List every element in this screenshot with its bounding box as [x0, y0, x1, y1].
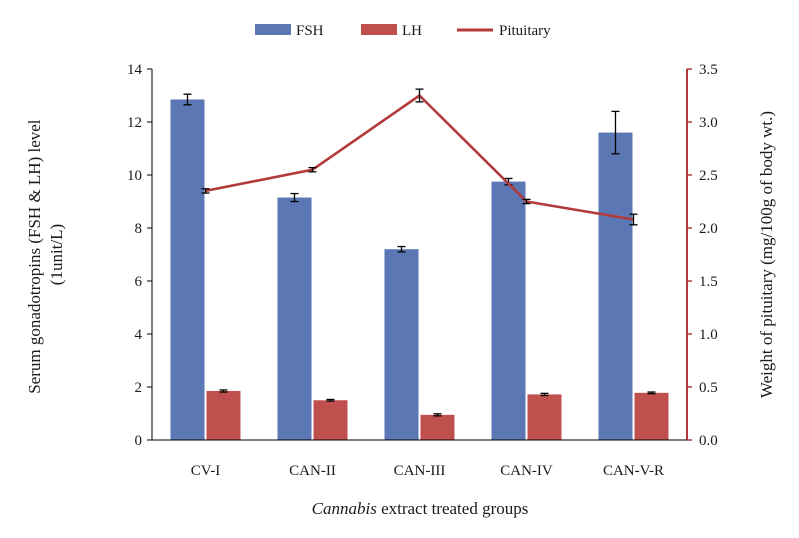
bar-fsh-can-ii — [277, 197, 312, 440]
y2-axis-title: Weight of pituitary (mg/100g of body wt.… — [757, 111, 776, 398]
legend-label-fsh: FSH — [296, 23, 324, 39]
right-tick-label: 1.0 — [699, 327, 718, 343]
error-bar-lh — [647, 391, 656, 395]
error-bar-lh — [219, 389, 228, 393]
x-axis-title: Cannabis extract treated groups — [312, 499, 529, 518]
left-tick-label: 14 — [127, 62, 143, 78]
x-tick-label: CV-I — [191, 463, 220, 479]
pituitary-line-layer — [201, 88, 638, 226]
bar-fsh-can-iii — [384, 249, 419, 440]
right-tick-label: 2.5 — [699, 168, 718, 184]
legend-swatch-lh — [361, 24, 397, 35]
left-tick-label: 8 — [135, 221, 143, 237]
error-bar-pituitary — [522, 198, 531, 205]
left-tick-label: 4 — [135, 327, 143, 343]
bar-lh-can-v-r — [634, 392, 669, 440]
error-bar-lh — [326, 398, 335, 402]
bar-lh-can-iii — [420, 414, 455, 440]
right-tick-label: 1.5 — [699, 274, 718, 290]
right-tick-label: 3.0 — [699, 115, 718, 131]
legend: FSH LH Pituitary — [255, 23, 551, 39]
bar-fsh-can-iv — [491, 181, 526, 440]
right-y-axis: 0.0 0.5 1.0 1.5 2.0 2.5 3.0 3.5 — [686, 62, 718, 449]
error-bar-fsh — [611, 110, 620, 155]
error-bar-pituitary — [415, 88, 424, 103]
error-bar-lh — [540, 392, 549, 397]
right-tick-label: 0.5 — [699, 380, 718, 396]
pituitary-series-line — [205, 94, 634, 221]
error-bar-fsh — [290, 192, 299, 203]
legend-swatch-fsh — [255, 24, 291, 35]
x-tick-label: CAN-II — [289, 463, 336, 479]
left-tick-label: 12 — [127, 115, 142, 131]
right-tick-label: 0.0 — [699, 433, 718, 449]
error-bar-pituitary — [201, 188, 210, 194]
bar-lh-can-ii — [313, 400, 348, 440]
x-tick-label: CAN-V-R — [603, 463, 664, 479]
bar-lh-can-iv — [527, 394, 562, 440]
left-y-axis: 0 2 4 6 8 10 12 14 — [127, 62, 153, 449]
y-axis-title-line1: Serum gonadotropins (FSH & LH) level — [25, 119, 44, 394]
right-tick-label: 2.0 — [699, 221, 718, 237]
x-axis: CV-I CAN-II CAN-III CAN-IV CAN-V-R — [152, 439, 687, 479]
x-axis-title-rest: extract treated groups — [377, 499, 529, 518]
bars-layer — [170, 93, 669, 440]
x-tick-label: CAN-III — [394, 463, 446, 479]
left-tick-label: 0 — [135, 433, 143, 449]
error-bar-lh — [433, 413, 442, 417]
left-tick-label: 10 — [127, 168, 142, 184]
legend-label-pituitary: Pituitary — [499, 23, 551, 39]
bar-fsh-can-v-r — [598, 132, 633, 440]
error-bar-pituitary — [308, 166, 317, 173]
left-tick-label: 2 — [135, 380, 143, 396]
y-axis-title-line2: (1unit/L) — [47, 224, 66, 285]
error-bar-pituitary — [629, 213, 638, 226]
x-tick-label: CAN-IV — [500, 463, 553, 479]
right-tick-label: 3.5 — [699, 62, 718, 78]
x-axis-title-italic: Cannabis — [312, 499, 378, 518]
legend-label-lh: LH — [402, 23, 422, 39]
bar-fsh-cv-i — [170, 99, 205, 440]
bar-lh-cv-i — [206, 390, 241, 440]
y-axis-title: Serum gonadotropins (FSH & LH) level (1u… — [25, 115, 66, 394]
error-bar-fsh — [183, 93, 192, 106]
error-bar-fsh — [397, 245, 406, 253]
left-tick-label: 6 — [135, 274, 143, 290]
